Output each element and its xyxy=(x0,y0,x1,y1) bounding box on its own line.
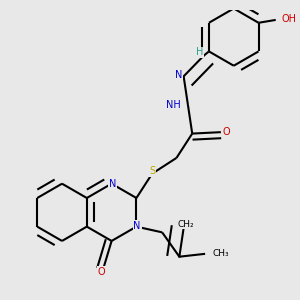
Text: CH₂: CH₂ xyxy=(177,220,194,229)
Text: O: O xyxy=(222,127,230,137)
Text: N: N xyxy=(175,70,183,80)
Text: H: H xyxy=(196,47,203,57)
Text: O: O xyxy=(98,267,105,277)
Text: S: S xyxy=(149,166,155,176)
Text: N: N xyxy=(134,221,141,231)
Text: OH: OH xyxy=(282,14,297,24)
Text: CH₃: CH₃ xyxy=(212,249,229,258)
Text: NH: NH xyxy=(166,100,181,110)
Text: N: N xyxy=(109,179,116,189)
